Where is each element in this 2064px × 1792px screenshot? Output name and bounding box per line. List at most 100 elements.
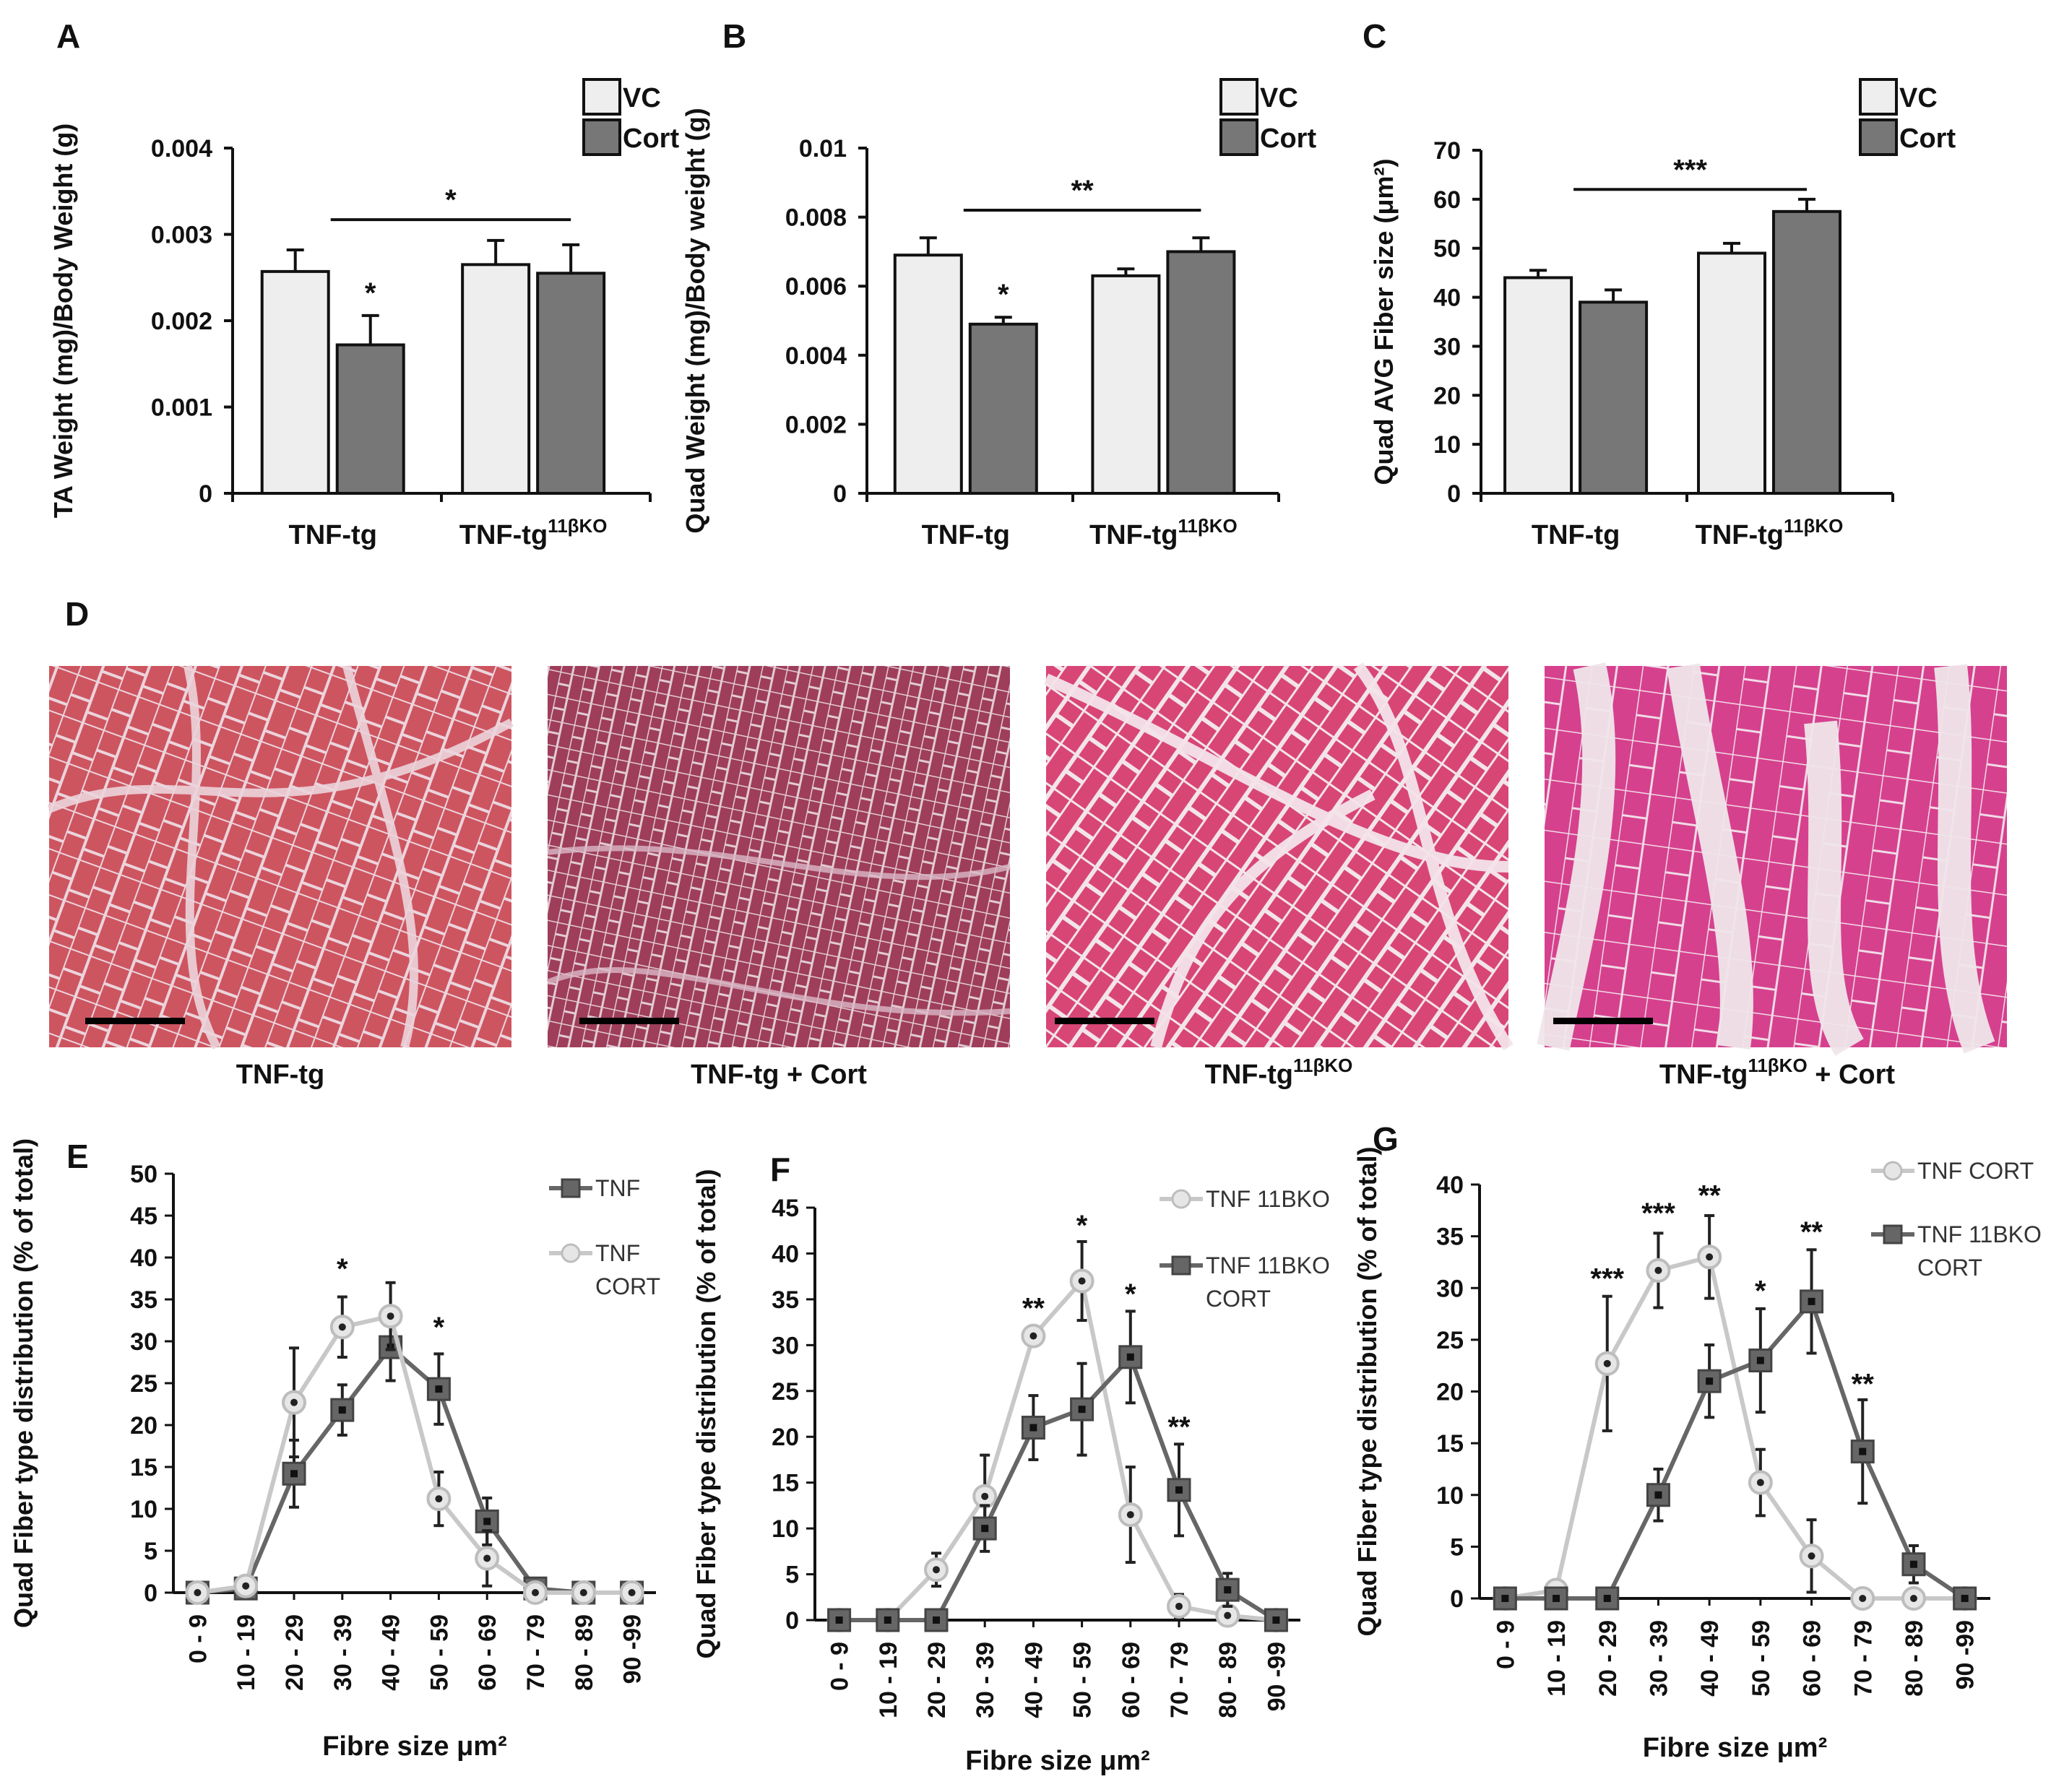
data-point-center — [1859, 1447, 1867, 1455]
data-point-center — [1603, 1359, 1611, 1367]
x-tick-label: 40 - 49 — [1020, 1642, 1048, 1718]
y-tick-label: 15 — [130, 1454, 157, 1481]
y-tick-label: 70 — [1433, 137, 1461, 165]
data-point-center — [1961, 1595, 1969, 1602]
x-tick-label: 20 - 29 — [1594, 1620, 1622, 1697]
data-point-center — [1078, 1277, 1086, 1285]
panel-letter-e: E — [66, 1138, 89, 1175]
y-tick-label: 30 — [1436, 1275, 1464, 1302]
data-point-center — [1706, 1253, 1714, 1261]
y-tick-label: 20 — [130, 1412, 157, 1440]
legend-marker — [561, 1243, 581, 1263]
y-tick-label: 40 — [1433, 285, 1461, 312]
histology-caption-2: TNF-tg + Cort — [691, 1060, 867, 1090]
significance-star: ** — [1167, 1411, 1191, 1443]
scale-bar — [1553, 1018, 1653, 1024]
legend-label-vc: VC — [623, 83, 661, 113]
x-tick-label: 0 - 9 — [1492, 1620, 1519, 1669]
bar-vc — [461, 263, 531, 495]
y-tick-label: 0.004 — [151, 135, 212, 163]
data-point-center — [1175, 1486, 1183, 1494]
y-tick-label: 5 — [144, 1538, 157, 1565]
x-tick-label: 90 -99 — [1263, 1642, 1290, 1711]
scale-bar — [1055, 1018, 1154, 1024]
y-axis-label: Quad Fiber type distribution (% of total… — [1352, 1147, 1382, 1637]
x-tick-label: 70 - 79 — [1849, 1620, 1877, 1697]
y-tick-label: 10 — [1436, 1482, 1464, 1510]
y-axis-label: TA Weight (mg)/Body Weight (g) — [48, 124, 78, 519]
legend-label: TNF — [595, 1175, 640, 1201]
data-point-center — [194, 1589, 202, 1596]
data-point — [282, 1461, 306, 1486]
bar-cort — [536, 272, 606, 495]
y-axis-label: Quad Fiber type distribution (% of total… — [9, 1138, 38, 1628]
bar-vc — [893, 254, 963, 495]
significance-star: *** — [1590, 1263, 1624, 1294]
series-line-tnf-cort — [197, 1313, 632, 1595]
data-point-center — [483, 1518, 491, 1525]
y-tick-label: 10 — [772, 1515, 799, 1543]
x-tick-label: 10 - 19 — [233, 1614, 260, 1691]
histology-caption-1: TNF-tg — [236, 1060, 324, 1090]
series-line-tnf-cort — [1504, 1254, 1965, 1601]
panel-letter-g: G — [1373, 1120, 1399, 1158]
significance-star: ** — [1852, 1368, 1875, 1400]
y-tick-label: 0.004 — [785, 342, 847, 370]
data-point-center — [933, 1566, 940, 1574]
panel-letter-f: F — [770, 1151, 790, 1188]
legend-marker — [1883, 1161, 1903, 1181]
panel-letter-a: A — [56, 17, 80, 55]
y-tick-label: 0 — [833, 480, 847, 508]
panel-letter-c: C — [1363, 17, 1386, 55]
x-tick-label: 80 - 89 — [1214, 1642, 1242, 1718]
x-tick-label: 60 - 69 — [474, 1614, 501, 1691]
histology-tnf-tg-11bko-cort — [1537, 662, 2007, 1056]
significance-star: * — [433, 1312, 445, 1343]
data-point — [1901, 1552, 1926, 1577]
data-point-center — [933, 1616, 940, 1624]
y-axis-label: Quad Fiber type distribution (% of total… — [691, 1169, 721, 1659]
data-point — [972, 1516, 997, 1541]
significance-star: ** — [1071, 175, 1094, 207]
legend-marker — [1171, 1189, 1191, 1209]
x-tick-label: 60 - 69 — [1118, 1642, 1145, 1718]
legend-label: TNF CORT — [595, 1240, 660, 1299]
y-tick-label: 20 — [772, 1424, 799, 1451]
bar-cort — [968, 322, 1038, 495]
x-tick-label: 0 - 9 — [826, 1642, 854, 1691]
y-tick-label: 20 — [1433, 382, 1461, 410]
data-point-center — [1224, 1611, 1232, 1619]
y-tick-label: 20 — [1436, 1379, 1464, 1406]
data-point-center — [1224, 1586, 1232, 1594]
legend-swatch-vc — [1859, 78, 1898, 116]
x-category-label: TNF-tg — [922, 520, 1010, 550]
histology-row — [47, 662, 2007, 1056]
bar-vc — [1091, 274, 1161, 495]
y-tick-label: 0 — [144, 1580, 157, 1607]
data-point-center — [290, 1398, 298, 1406]
data-point — [1118, 1345, 1143, 1369]
y-tick-label: 0.008 — [785, 204, 847, 232]
x-tick-label: 0 - 9 — [184, 1614, 212, 1663]
data-point-center — [1808, 1297, 1815, 1305]
x-axis-label: Fibre size μm² — [1643, 1733, 1828, 1763]
data-point-center — [1909, 1595, 1917, 1602]
x-tick-label: 90 -99 — [619, 1614, 647, 1684]
y-tick-label: 30 — [1433, 333, 1461, 360]
series-line-tnf-11bko — [839, 1276, 1277, 1622]
x-tick-label: 40 - 49 — [1696, 1620, 1724, 1697]
legend-swatch-cort — [1219, 118, 1258, 156]
legend-label-vc: VC — [1899, 83, 1938, 113]
y-tick-label: 0 — [1447, 480, 1461, 508]
data-point-center — [1501, 1595, 1509, 1602]
y-tick-label: 40 — [130, 1245, 157, 1272]
legend-label-vc: VC — [1260, 83, 1298, 113]
data-point-center — [579, 1589, 587, 1596]
data-point-center — [435, 1495, 443, 1503]
data-point-center — [435, 1385, 443, 1393]
x-category-label: TNF-tg11βKO — [459, 515, 608, 550]
data-point-center — [1756, 1479, 1764, 1486]
y-axis-label: Quad Weight (mg)/Body weight (g) — [681, 108, 710, 533]
data-point-center — [1175, 1602, 1183, 1610]
